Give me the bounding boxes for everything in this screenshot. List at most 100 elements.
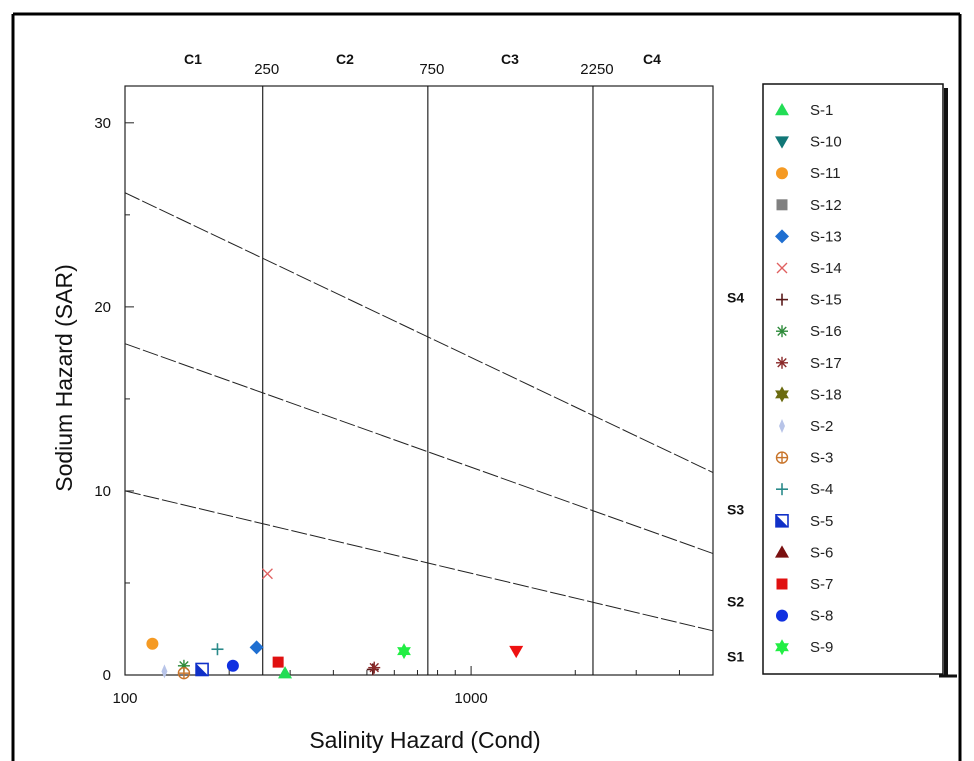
- data-point: [211, 643, 224, 656]
- marker-shape: [776, 514, 788, 527]
- legend-entry-label: S-14: [810, 260, 842, 277]
- plot-frame: [124, 85, 714, 676]
- legend-marker: [776, 325, 788, 338]
- legend-marker: [775, 229, 789, 244]
- marker-shape: [226, 659, 239, 672]
- legend-entry-label: S-2: [810, 418, 833, 435]
- y-tick-label: 20: [94, 299, 111, 316]
- legend-box: [762, 83, 944, 675]
- legend-marker: [776, 199, 788, 211]
- marker-shape: [196, 663, 209, 676]
- x-tick-label: 100: [112, 690, 137, 707]
- marker-shape: [249, 640, 264, 655]
- legend-marker: [776, 609, 788, 622]
- y-tick-label: 10: [94, 483, 111, 500]
- marker-shape: [779, 419, 785, 433]
- legend-marker: [776, 293, 788, 306]
- outer-frame: [11, 12, 962, 761]
- marker-shape: [776, 199, 788, 211]
- legend-marker: [776, 262, 788, 274]
- marker-shape: [775, 103, 789, 116]
- legend-entry-label: S-3: [810, 450, 833, 467]
- x-tick-label: 1000: [454, 690, 487, 707]
- legend-entry-label: S-15: [810, 292, 842, 309]
- legend-entry-label: S-17: [810, 355, 842, 372]
- marker-shape: [397, 643, 411, 660]
- x-axis-label: Salinity Hazard (Cond): [309, 727, 540, 753]
- marker-shape: [278, 666, 293, 679]
- data-point: [226, 659, 239, 672]
- legend-entry-label: S-4: [810, 481, 833, 498]
- legend-entry-label: S-5: [810, 513, 833, 530]
- legend-marker: [775, 136, 789, 149]
- salinity-class-label: C1: [184, 51, 202, 67]
- salinity-boundary-label: 250: [254, 61, 279, 78]
- y-tick-label: 0: [103, 667, 111, 684]
- marker-shape: [509, 645, 524, 659]
- legend-marker: [776, 356, 788, 369]
- data-point: [177, 666, 191, 680]
- marker-shape: [776, 167, 788, 180]
- legend-entry-label: S-18: [810, 386, 842, 403]
- legend-marker: [775, 639, 789, 656]
- salinity-boundary-label: 750: [419, 61, 444, 78]
- legend-marker: [776, 483, 788, 496]
- legend-entry-label: S-10: [810, 134, 842, 151]
- legend-marker: [775, 513, 789, 528]
- marker-shape: [776, 578, 788, 590]
- legend-entry-label: S-13: [810, 228, 842, 245]
- data-point: [368, 661, 381, 674]
- legend-entry-label: S-11: [810, 165, 841, 182]
- legend-marker: [775, 545, 789, 558]
- legend: S-1 S-10 S-11 S-12 S-13 S-14 S-15 S-16 S-17 S-18 S…: [762, 83, 957, 678]
- marker-shape: [261, 568, 273, 580]
- data-point: [261, 568, 273, 580]
- sodium-class-line: [124, 192, 714, 473]
- marker-shape: [369, 662, 379, 673]
- legend-entry-label: S-12: [810, 197, 842, 214]
- salinity-class-label: C4: [643, 51, 661, 67]
- salinity-class-label: C3: [501, 51, 519, 67]
- marker-shape: [775, 229, 789, 244]
- data-point: [278, 666, 293, 679]
- sodium-class-label: S4: [727, 290, 744, 306]
- data-point: [397, 643, 411, 660]
- marker-shape: [775, 136, 789, 149]
- marker-shape: [775, 545, 789, 558]
- sodium-class-label: S3: [727, 501, 744, 517]
- plot-area: 100 1000 0 10 20 30 250 750 2250 C1 C2 C3 C4 S4 S3 S2 S1: [94, 51, 744, 707]
- legend-marker: [776, 578, 788, 590]
- salinity-class-label: C2: [336, 51, 354, 67]
- marker-shape: [777, 358, 787, 368]
- sodium-class-label: S2: [727, 593, 744, 609]
- y-axis-label: Sodium Hazard (SAR): [51, 264, 77, 492]
- data-point: [272, 656, 284, 668]
- salinity-boundary-label: 2250: [580, 61, 613, 78]
- marker-shape: [775, 639, 789, 656]
- marker-shape: [777, 326, 787, 336]
- marker-shape: [776, 609, 788, 622]
- marker-shape: [161, 664, 168, 679]
- legend-entry-label: S-7: [810, 576, 833, 593]
- legend-entry-label: S-16: [810, 323, 842, 340]
- legend-marker: [779, 419, 785, 433]
- legend-entry-label: S-8: [810, 608, 833, 625]
- legend-marker: [776, 167, 788, 180]
- marker-shape: [775, 386, 789, 403]
- legend-marker: [775, 103, 789, 116]
- legend-entry-label: S-6: [810, 544, 833, 561]
- sodium-class-line: [124, 343, 714, 554]
- data-point: [146, 637, 159, 650]
- marker-shape: [272, 656, 284, 668]
- legend-entry-label: S-9: [810, 639, 833, 656]
- legend-marker: [775, 451, 789, 464]
- legend-entry-label: S-1: [810, 102, 833, 119]
- y-tick-label: 30: [94, 115, 111, 132]
- data-point: [249, 640, 264, 655]
- data-point: [509, 645, 524, 659]
- marker-shape: [146, 637, 159, 650]
- marker-shape: [776, 262, 788, 274]
- sodium-class-line: [124, 490, 714, 632]
- data-point: [195, 662, 209, 677]
